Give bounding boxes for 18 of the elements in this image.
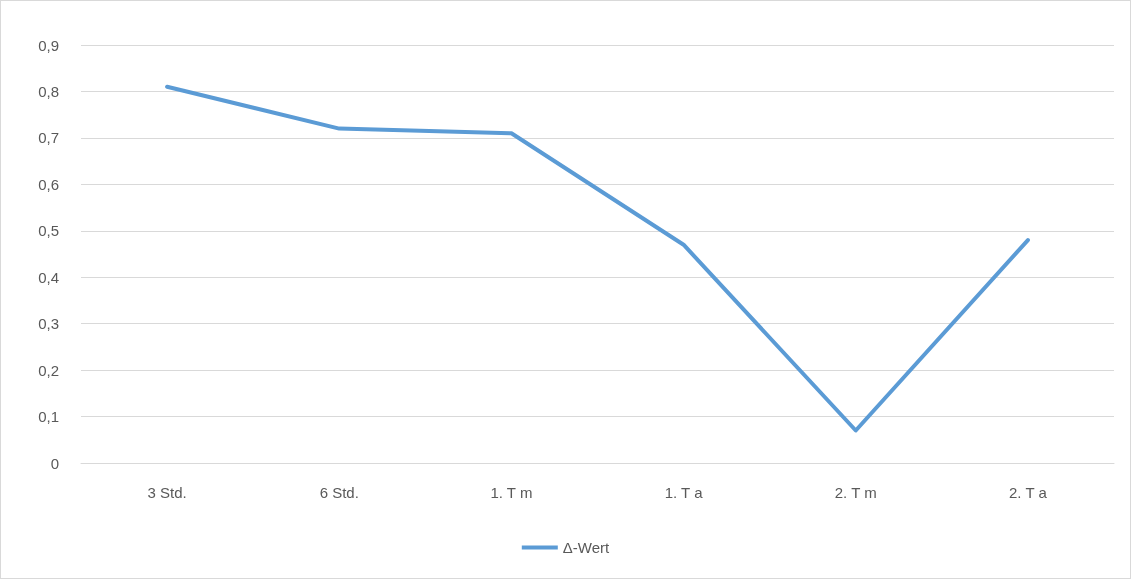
y-tick-label: 0,7 bbox=[38, 129, 59, 147]
y-tick-label: 0,9 bbox=[38, 36, 59, 54]
y-tick-label: 0,3 bbox=[38, 315, 59, 333]
y-tick-label: 0,6 bbox=[38, 175, 59, 193]
line-series bbox=[165, 84, 1030, 433]
y-tick-label: 0,1 bbox=[38, 408, 59, 426]
x-tick-label: 6 Std. bbox=[319, 484, 359, 501]
x-tick-label: 1. T m bbox=[490, 484, 533, 501]
x-tick-label: 2. T m bbox=[834, 484, 877, 501]
y-tick-label: 0,2 bbox=[38, 361, 59, 379]
legend-label: Δ-Wert bbox=[562, 539, 611, 556]
y-tick-label: 0,4 bbox=[38, 268, 59, 286]
x-tick-label: 1. T a bbox=[664, 484, 704, 501]
y-tick-label: 0 bbox=[50, 454, 59, 472]
x-tick-label: 2. T a bbox=[1009, 484, 1048, 501]
y-tick-label: 0,8 bbox=[38, 82, 59, 100]
x-tick-label: 3 Std. bbox=[147, 484, 187, 501]
y-tick-label: 0,5 bbox=[38, 222, 59, 240]
